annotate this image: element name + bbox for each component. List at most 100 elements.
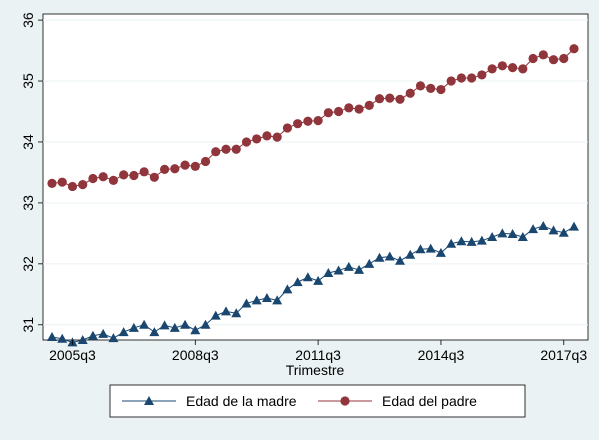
x-axis-label: Trimestre bbox=[286, 362, 345, 378]
axes: 31 32 33 34 35 36 2005q3 2008q3 2011q3 2014q3 2017… bbox=[20, 12, 587, 363]
data-point bbox=[149, 172, 159, 182]
data-point bbox=[507, 63, 518, 73]
x-tick-label: 2017q3 bbox=[540, 347, 587, 363]
data-point bbox=[108, 175, 119, 185]
y-tick-label: 32 bbox=[20, 256, 36, 272]
data-point bbox=[384, 251, 395, 261]
data-point bbox=[180, 319, 191, 329]
data-point bbox=[67, 181, 78, 192]
data-point bbox=[57, 333, 68, 343]
data-point bbox=[128, 322, 139, 332]
data-point bbox=[313, 116, 323, 126]
data-point bbox=[343, 261, 354, 271]
data-point bbox=[241, 137, 252, 147]
data-point bbox=[364, 258, 375, 268]
x-tick-label: 2008q3 bbox=[172, 347, 219, 363]
data-point bbox=[221, 144, 231, 154]
data-point bbox=[466, 236, 477, 246]
data-point bbox=[476, 235, 487, 245]
data-point bbox=[261, 292, 272, 302]
data-point bbox=[548, 225, 559, 235]
data-point bbox=[149, 327, 160, 337]
data-point bbox=[87, 330, 98, 340]
data-point bbox=[313, 275, 324, 285]
data-point bbox=[262, 131, 272, 141]
data-point bbox=[78, 180, 88, 190]
data-point bbox=[538, 221, 549, 231]
data-point bbox=[231, 144, 241, 154]
data-point bbox=[558, 227, 569, 237]
data-point bbox=[170, 164, 180, 174]
legend-marker bbox=[144, 396, 154, 405]
data-point bbox=[323, 108, 333, 118]
data-point bbox=[446, 76, 456, 86]
series-layer bbox=[47, 44, 579, 347]
data-point bbox=[528, 224, 539, 234]
data-point bbox=[159, 164, 170, 174]
data-point bbox=[190, 325, 201, 335]
data-point bbox=[374, 252, 385, 262]
legend-entries: Edad de la madre Edad del padre bbox=[122, 393, 477, 409]
data-point bbox=[252, 134, 262, 144]
data-point bbox=[200, 156, 211, 167]
data-point bbox=[333, 265, 344, 275]
data-point bbox=[200, 319, 211, 329]
data-point bbox=[569, 44, 579, 54]
data-point bbox=[517, 232, 528, 242]
data-point bbox=[241, 298, 252, 308]
data-point bbox=[456, 73, 467, 83]
data-point bbox=[426, 83, 436, 93]
data-point bbox=[210, 310, 221, 320]
data-point bbox=[569, 221, 579, 231]
data-point bbox=[282, 123, 293, 133]
data-point bbox=[456, 236, 467, 246]
data-point bbox=[344, 103, 354, 113]
data-point bbox=[425, 243, 436, 253]
data-point bbox=[548, 55, 559, 65]
data-point bbox=[293, 119, 303, 129]
data-point bbox=[272, 295, 283, 305]
series-line bbox=[51, 48, 575, 187]
legend bbox=[109, 384, 526, 418]
x-tick-label: 2014q3 bbox=[418, 347, 465, 363]
legend-label: Edad de la madre bbox=[186, 393, 297, 409]
data-point bbox=[221, 306, 231, 316]
data-point bbox=[395, 255, 405, 265]
data-point bbox=[497, 228, 508, 238]
data-point bbox=[497, 61, 507, 71]
data-point bbox=[231, 308, 242, 318]
data-point bbox=[129, 170, 139, 181]
data-point bbox=[559, 53, 569, 64]
legend-label: Edad del padre bbox=[382, 393, 477, 409]
data-point bbox=[487, 232, 498, 242]
data-point bbox=[507, 228, 518, 238]
data-point bbox=[415, 81, 426, 91]
data-point bbox=[303, 116, 313, 126]
data-point bbox=[57, 177, 67, 187]
data-point bbox=[528, 53, 538, 64]
data-point bbox=[272, 132, 282, 142]
data-point bbox=[88, 173, 98, 184]
data-point bbox=[333, 106, 344, 117]
data-point bbox=[190, 161, 200, 171]
data-point bbox=[364, 100, 374, 111]
x-tick-label: 2005q3 bbox=[49, 347, 96, 363]
y-tick-label: 33 bbox=[20, 195, 36, 211]
data-point bbox=[47, 331, 57, 341]
data-point bbox=[395, 94, 405, 104]
data-point bbox=[446, 238, 457, 248]
data-point bbox=[374, 94, 385, 104]
y-tick-label: 35 bbox=[20, 73, 36, 89]
x-tick-label: 2011q3 bbox=[295, 347, 341, 363]
data-point bbox=[467, 73, 477, 83]
data-point bbox=[323, 267, 334, 277]
data-point bbox=[538, 50, 548, 60]
series-line bbox=[51, 225, 575, 343]
data-point bbox=[405, 249, 416, 259]
data-point bbox=[251, 295, 262, 305]
data-point bbox=[139, 319, 150, 329]
data-point bbox=[354, 264, 365, 274]
data-point bbox=[118, 327, 129, 337]
data-point bbox=[487, 64, 497, 74]
data-point bbox=[98, 172, 108, 182]
